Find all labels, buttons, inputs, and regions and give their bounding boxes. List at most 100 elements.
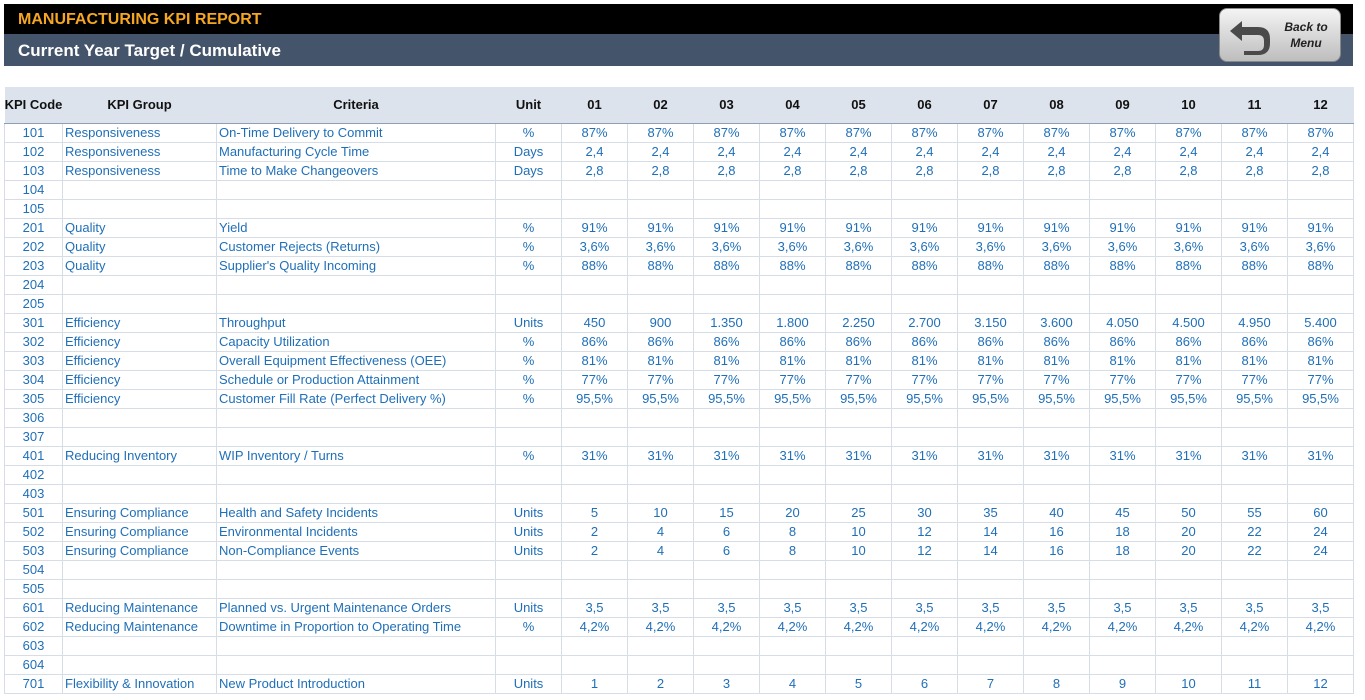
table-row: 604	[4, 655, 1354, 675]
month-value	[759, 636, 826, 656]
month-value: 6	[693, 541, 760, 561]
month-value: 95,5%	[891, 389, 958, 409]
month-value: 2,4	[561, 142, 628, 162]
month-value: 81%	[693, 351, 760, 371]
month-value	[627, 275, 694, 295]
month-value	[561, 275, 628, 295]
criteria: Schedule or Production Attainment	[216, 370, 496, 390]
month-value: 2,8	[1023, 161, 1090, 181]
month-value: 4,2%	[1155, 617, 1222, 637]
kpi-code: 603	[4, 636, 63, 656]
table-row: 504	[4, 560, 1354, 580]
month-value	[1221, 484, 1288, 504]
month-value: 4.500	[1155, 313, 1222, 333]
table-row: 403	[4, 484, 1354, 504]
month-value	[825, 484, 892, 504]
month-value	[825, 560, 892, 580]
month-value	[561, 180, 628, 200]
month-value: 87%	[957, 123, 1024, 143]
kpi-code: 403	[4, 484, 63, 504]
month-value	[1287, 579, 1354, 599]
month-value: 91%	[561, 218, 628, 238]
month-value: 91%	[891, 218, 958, 238]
month-value	[891, 655, 958, 675]
kpi-table: KPI Code KPI Group Criteria Unit 01 02 03 04 05 0…	[4, 87, 1354, 694]
month-value: 81%	[1155, 351, 1222, 371]
month-value: 77%	[759, 370, 826, 390]
month-value	[1221, 294, 1288, 314]
month-value: 87%	[1089, 123, 1156, 143]
month-value: 77%	[825, 370, 892, 390]
month-value: 4.950	[1221, 313, 1288, 333]
kpi-group: Flexibility & Innovation	[62, 674, 217, 694]
kpi-group	[62, 408, 217, 428]
kpi-code: 604	[4, 655, 63, 675]
month-value: 4,2%	[759, 617, 826, 637]
month-value: 4,2%	[1221, 617, 1288, 637]
month-value: 95,5%	[957, 389, 1024, 409]
month-value: 2,8	[957, 161, 1024, 181]
month-value	[1155, 180, 1222, 200]
criteria: Non-Compliance Events	[216, 541, 496, 561]
kpi-code: 504	[4, 560, 63, 580]
month-value: 86%	[1023, 332, 1090, 352]
kpi-code: 505	[4, 579, 63, 599]
kpi-code: 104	[4, 180, 63, 200]
back-to-menu-button[interactable]: Back to Menu	[1219, 8, 1341, 62]
criteria: New Product Introduction	[216, 674, 496, 694]
criteria: Time to Make Changeovers	[216, 161, 496, 181]
month-value	[1287, 655, 1354, 675]
month-value: 91%	[1221, 218, 1288, 238]
month-value: 95,5%	[825, 389, 892, 409]
month-value	[891, 579, 958, 599]
month-value: 2	[627, 674, 694, 694]
unit	[495, 579, 562, 599]
month-value: 31%	[693, 446, 760, 466]
month-value	[891, 199, 958, 219]
table-row: 402	[4, 465, 1354, 485]
month-value: 95,5%	[693, 389, 760, 409]
month-value: 87%	[561, 123, 628, 143]
month-value	[561, 199, 628, 219]
month-value	[693, 408, 760, 428]
month-value: 450	[561, 313, 628, 333]
unit: Units	[495, 598, 562, 618]
month-value: 3	[693, 674, 760, 694]
month-value: 8	[1023, 674, 1090, 694]
unit	[495, 427, 562, 447]
month-value: 77%	[1221, 370, 1288, 390]
month-value: 81%	[759, 351, 826, 371]
unit	[495, 199, 562, 219]
unit	[495, 465, 562, 485]
unit: Units	[495, 503, 562, 523]
month-value	[693, 199, 760, 219]
kpi-group: Responsiveness	[62, 142, 217, 162]
kpi-group: Efficiency	[62, 370, 217, 390]
kpi-code: 503	[4, 541, 63, 561]
kpi-group: Reducing Maintenance	[62, 598, 217, 618]
month-value: 2,8	[1287, 161, 1354, 181]
month-value: 12	[1287, 674, 1354, 694]
kpi-group	[62, 427, 217, 447]
month-value: 10	[825, 522, 892, 542]
month-value	[693, 465, 760, 485]
month-value	[627, 465, 694, 485]
month-value: 4,2%	[891, 617, 958, 637]
month-value: 87%	[1023, 123, 1090, 143]
month-value: 3,5	[759, 598, 826, 618]
month-value: 2,8	[759, 161, 826, 181]
month-value: 2,4	[759, 142, 826, 162]
month-value: 12	[891, 541, 958, 561]
kpi-group	[62, 465, 217, 485]
month-value: 45	[1089, 503, 1156, 523]
month-value: 2,4	[825, 142, 892, 162]
kpi-group: Ensuring Compliance	[62, 522, 217, 542]
month-value: 3,6%	[957, 237, 1024, 257]
month-value	[891, 408, 958, 428]
month-value	[627, 636, 694, 656]
month-value: 12	[891, 522, 958, 542]
kpi-code: 105	[4, 199, 63, 219]
month-value: 4,2%	[561, 617, 628, 637]
unit: %	[495, 123, 562, 143]
table-row: 503 Ensuring Compliance Non-Compliance Eve…	[4, 541, 1354, 561]
